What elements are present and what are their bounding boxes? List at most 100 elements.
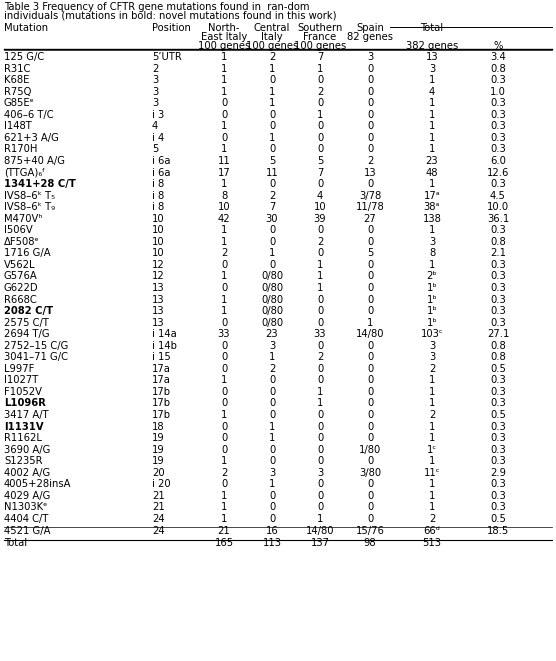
Text: 1: 1	[269, 433, 275, 443]
Text: 1: 1	[317, 399, 323, 408]
Text: 3: 3	[429, 237, 435, 247]
Text: 0: 0	[317, 410, 323, 420]
Text: 1: 1	[317, 514, 323, 524]
Text: 0: 0	[269, 502, 275, 512]
Text: 4: 4	[317, 190, 323, 200]
Text: Southern: Southern	[297, 23, 342, 33]
Text: 3: 3	[429, 341, 435, 351]
Text: %: %	[493, 41, 503, 51]
Text: 1: 1	[429, 422, 435, 432]
Text: 0.3: 0.3	[490, 306, 506, 316]
Text: 1: 1	[221, 122, 227, 132]
Text: 0.3: 0.3	[490, 375, 506, 385]
Text: 0: 0	[221, 399, 227, 408]
Text: 1: 1	[269, 133, 275, 143]
Text: 0: 0	[221, 110, 227, 120]
Text: 2.1: 2.1	[490, 249, 506, 258]
Text: 0: 0	[269, 491, 275, 501]
Text: 0: 0	[367, 479, 373, 489]
Text: 1: 1	[317, 260, 323, 270]
Text: 13: 13	[152, 318, 165, 328]
Text: IVS8–6ᵏ T₉: IVS8–6ᵏ T₉	[4, 202, 55, 212]
Text: 3: 3	[429, 352, 435, 362]
Text: 0: 0	[367, 502, 373, 512]
Text: R31C: R31C	[4, 63, 31, 73]
Text: 1: 1	[221, 491, 227, 501]
Text: Table 3 Frequency of CFTR gene mutations found in  ran-dom: Table 3 Frequency of CFTR gene mutations…	[4, 2, 310, 12]
Text: 23: 23	[426, 156, 438, 166]
Text: 1: 1	[317, 272, 323, 282]
Text: 12: 12	[152, 260, 165, 270]
Text: 0: 0	[367, 352, 373, 362]
Text: 3/80: 3/80	[359, 468, 381, 478]
Text: 1: 1	[269, 87, 275, 97]
Text: 1ᶜ: 1ᶜ	[427, 445, 437, 455]
Text: 0: 0	[221, 422, 227, 432]
Text: 0: 0	[367, 387, 373, 397]
Text: 10: 10	[314, 202, 326, 212]
Text: 0.3: 0.3	[490, 75, 506, 85]
Text: 0: 0	[317, 456, 323, 466]
Text: 0: 0	[221, 364, 227, 374]
Text: 5: 5	[269, 156, 275, 166]
Text: 3041–71 G/C: 3041–71 G/C	[4, 352, 68, 362]
Text: 0: 0	[367, 283, 373, 293]
Text: 5: 5	[367, 249, 373, 258]
Text: i 14a: i 14a	[152, 329, 177, 339]
Text: 3: 3	[152, 75, 158, 85]
Text: 0: 0	[221, 445, 227, 455]
Text: 0.3: 0.3	[490, 479, 506, 489]
Text: 18.5: 18.5	[487, 525, 509, 535]
Text: 0: 0	[367, 225, 373, 235]
Text: 0: 0	[367, 272, 373, 282]
Text: G622D: G622D	[4, 283, 38, 293]
Text: 1: 1	[221, 272, 227, 282]
Text: 1: 1	[429, 133, 435, 143]
Text: 0/80: 0/80	[261, 306, 283, 316]
Text: 2: 2	[269, 190, 275, 200]
Text: 0: 0	[317, 502, 323, 512]
Text: 3417 A/T: 3417 A/T	[4, 410, 48, 420]
Text: N1303Kᵉ: N1303Kᵉ	[4, 502, 47, 512]
Text: 1: 1	[429, 98, 435, 108]
Text: 33: 33	[314, 329, 326, 339]
Text: 3/78: 3/78	[359, 190, 381, 200]
Text: ΔF508ᵉ: ΔF508ᵉ	[4, 237, 39, 247]
Text: 2694 T/G: 2694 T/G	[4, 329, 49, 339]
Text: 1: 1	[317, 283, 323, 293]
Text: 0: 0	[367, 122, 373, 132]
Text: I1131V: I1131V	[4, 422, 43, 432]
Text: 0: 0	[317, 445, 323, 455]
Text: 0: 0	[367, 144, 373, 155]
Text: 103ᶜ: 103ᶜ	[421, 329, 443, 339]
Text: 21: 21	[152, 502, 165, 512]
Text: 10: 10	[152, 237, 165, 247]
Text: 2: 2	[429, 514, 435, 524]
Text: 0.3: 0.3	[490, 387, 506, 397]
Text: G576A: G576A	[4, 272, 38, 282]
Text: 0: 0	[367, 260, 373, 270]
Text: i 15: i 15	[152, 352, 171, 362]
Text: 1: 1	[429, 456, 435, 466]
Text: 17a: 17a	[152, 364, 171, 374]
Text: 13: 13	[152, 283, 165, 293]
Text: 0: 0	[317, 422, 323, 432]
Text: 1: 1	[429, 110, 435, 120]
Text: 0: 0	[367, 237, 373, 247]
Text: 0: 0	[221, 260, 227, 270]
Text: 17b: 17b	[152, 399, 171, 408]
Text: i 6a: i 6a	[152, 156, 171, 166]
Text: 2752–15 C/G: 2752–15 C/G	[4, 341, 68, 351]
Text: 1: 1	[221, 295, 227, 305]
Text: 1: 1	[429, 491, 435, 501]
Text: 98: 98	[364, 538, 376, 548]
Text: 33: 33	[218, 329, 230, 339]
Text: 13: 13	[364, 167, 376, 178]
Text: 7: 7	[317, 167, 323, 178]
Text: M470Vʰ: M470Vʰ	[4, 214, 42, 223]
Text: 0: 0	[317, 133, 323, 143]
Text: Total: Total	[420, 23, 444, 33]
Text: 0: 0	[367, 306, 373, 316]
Text: 48: 48	[426, 167, 438, 178]
Text: I148T: I148T	[4, 122, 32, 132]
